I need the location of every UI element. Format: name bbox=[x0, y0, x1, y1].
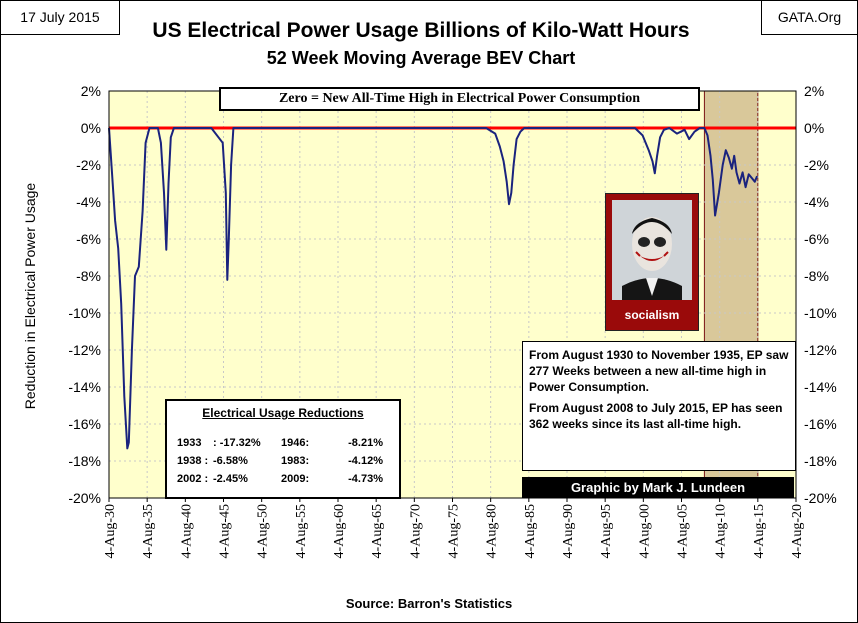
x-tick-label: 4-Aug-05 bbox=[676, 504, 691, 558]
y-axis-label: Reduction in Electrical Power Usage bbox=[22, 183, 38, 410]
y-tick-label-left: -4% bbox=[76, 194, 101, 210]
x-tick-label: 4-Aug-10 bbox=[714, 504, 729, 558]
reduction-year: 1933 bbox=[177, 437, 202, 449]
reductions-table: 1933 : -17.32% 1946: -8.21% 1938 : -6.58… bbox=[177, 434, 383, 488]
reduction-value: -4.73% bbox=[348, 473, 383, 485]
y-tick-label-right: -14% bbox=[804, 379, 837, 395]
y-tick-label-right: -20% bbox=[804, 490, 837, 506]
table-row: 1938 : -6.58% 1983: -4.12% bbox=[177, 452, 383, 470]
reduction-year: 2002 : bbox=[177, 473, 209, 485]
reduction-value: -8.21% bbox=[348, 437, 383, 449]
note-paragraph: From August 2008 to July 2015, EP has se… bbox=[529, 401, 783, 431]
y-tick-label-right: -18% bbox=[804, 453, 837, 469]
x-tick-label: 4-Aug-40 bbox=[179, 504, 194, 558]
note-paragraph: From August 1930 to November 1935, EP sa… bbox=[529, 348, 789, 394]
reduction-value: : -17.32% bbox=[213, 437, 261, 449]
x-tick-label: 4-Aug-95 bbox=[599, 504, 614, 558]
graphic-credit: Graphic by Mark J. Lundeen bbox=[522, 477, 794, 498]
y-tick-label-right: -4% bbox=[804, 194, 829, 210]
x-tick-label: 4-Aug-65 bbox=[370, 504, 385, 558]
y-tick-label-right: -16% bbox=[804, 416, 837, 432]
y-tick-label-right: 2% bbox=[804, 83, 824, 99]
x-tick-label: 4-Aug-50 bbox=[256, 504, 271, 558]
table-row: 1933 : -17.32% 1946: -8.21% bbox=[177, 434, 383, 452]
y-tick-label-right: 0% bbox=[804, 120, 824, 136]
x-tick-label: 4-Aug-55 bbox=[294, 504, 309, 558]
date-label: 17 July 2015 bbox=[1, 1, 120, 35]
y-tick-label-right: -12% bbox=[804, 342, 837, 358]
x-tick-label: 4-Aug-75 bbox=[447, 504, 462, 558]
y-tick-label-left: 2% bbox=[81, 83, 101, 99]
source-label: Source: Barron's Statistics bbox=[345, 596, 513, 611]
x-tick-label: 4-Aug-30 bbox=[103, 504, 118, 558]
y-tick-label-right: -6% bbox=[804, 231, 829, 247]
reduction-year: 1946: bbox=[281, 437, 310, 449]
reduction-year: 2009: bbox=[281, 473, 310, 485]
y-tick-label-left: 0% bbox=[81, 120, 101, 136]
reduction-year: 1938 : bbox=[177, 455, 209, 467]
y-tick-label-left: -18% bbox=[68, 453, 101, 469]
reduction-value: -6.58% bbox=[213, 455, 248, 467]
poster-image: socialism bbox=[605, 193, 699, 331]
y-tick-label-right: -2% bbox=[804, 157, 829, 173]
x-tick-label: 4-Aug-20 bbox=[790, 504, 805, 558]
y-tick-label-left: -20% bbox=[68, 490, 101, 506]
x-tick-label: 4-Aug-70 bbox=[408, 504, 423, 558]
reduction-year: 1983: bbox=[281, 455, 310, 467]
site-label: GATA.Org bbox=[761, 1, 857, 35]
x-tick-label: 4-Aug-15 bbox=[752, 504, 767, 558]
x-tick-label: 4-Aug-45 bbox=[218, 504, 233, 558]
x-tick-label: 4-Aug-35 bbox=[141, 504, 156, 558]
y-tick-label-right: -8% bbox=[804, 268, 829, 284]
poster-caption: socialism bbox=[624, 308, 680, 322]
x-tick-label: 4-Aug-85 bbox=[523, 504, 538, 558]
x-tick-label: 4-Aug-60 bbox=[332, 504, 347, 558]
y-tick-label-left: -2% bbox=[76, 157, 101, 173]
zero-line-note: Zero = New All-Time High in Electrical P… bbox=[219, 87, 700, 111]
reduction-value: -4.12% bbox=[348, 455, 383, 467]
chart-title: US Electrical Power Usage Billions of Ki… bbox=[152, 19, 690, 42]
table-row: 2002 : -2.45% 2009: -4.73% bbox=[177, 470, 383, 488]
x-tick-label: 4-Aug-90 bbox=[561, 504, 576, 558]
chart-subtitle: 52 Week Moving Average BEV Chart bbox=[266, 48, 576, 68]
y-tick-label-right: -10% bbox=[804, 305, 837, 321]
y-tick-label-left: -6% bbox=[76, 231, 101, 247]
face-illustration bbox=[612, 200, 692, 300]
weeks-note-box: From August 1930 to November 1935, EP sa… bbox=[522, 341, 796, 471]
reductions-table-box: Electrical Usage Reductions 1933 : -17.3… bbox=[165, 399, 401, 499]
y-tick-label-left: -14% bbox=[68, 379, 101, 395]
reduction-value: -2.45% bbox=[213, 473, 248, 485]
reductions-title: Electrical Usage Reductions bbox=[202, 406, 364, 420]
series-line bbox=[108, 127, 759, 450]
x-tick-label: 4-Aug-80 bbox=[485, 504, 500, 558]
x-tick-label: 4-Aug-00 bbox=[637, 504, 652, 558]
y-tick-label-left: -16% bbox=[68, 416, 101, 432]
y-tick-label-left: -10% bbox=[68, 305, 101, 321]
y-tick-label-left: -12% bbox=[68, 342, 101, 358]
y-tick-label-left: -8% bbox=[76, 268, 101, 284]
